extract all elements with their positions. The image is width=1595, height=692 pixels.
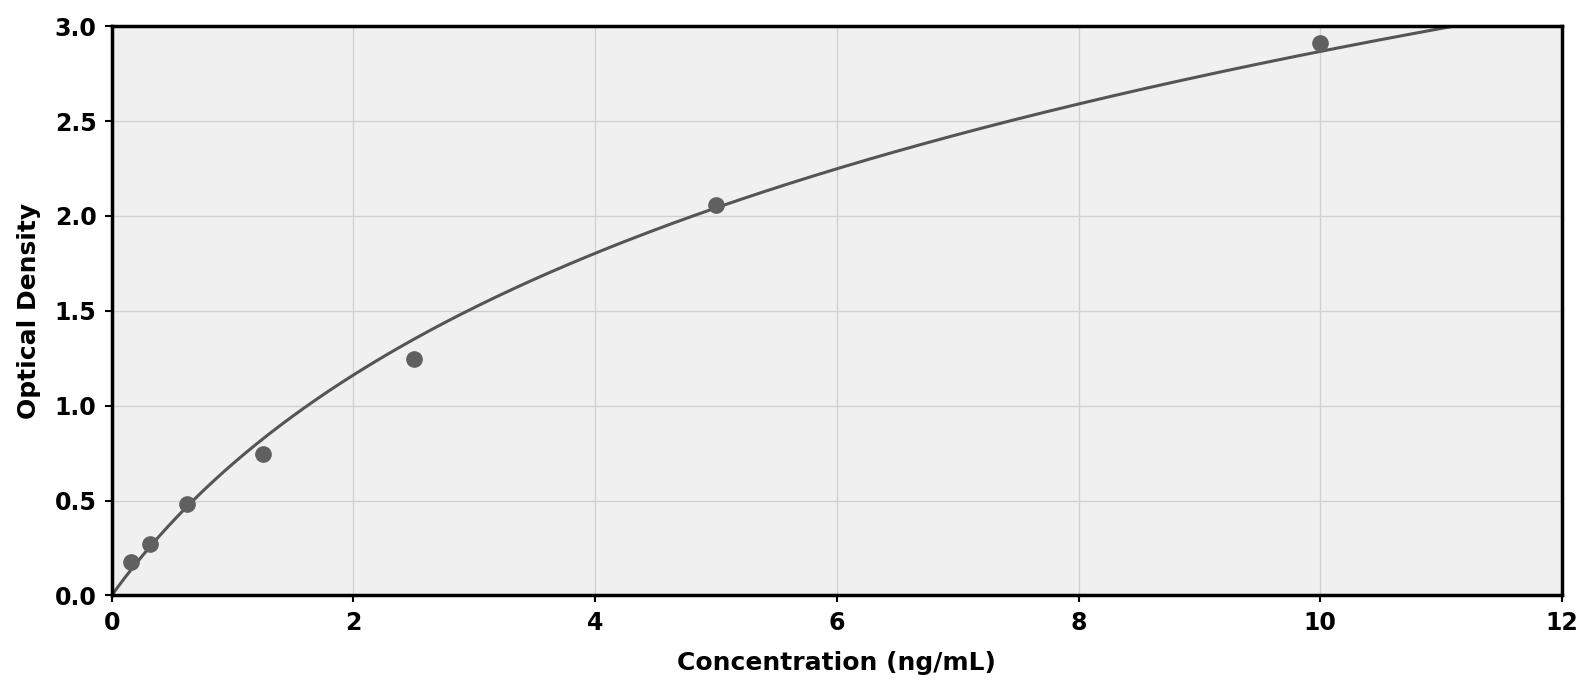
Point <box>118 556 144 567</box>
Point <box>137 538 163 549</box>
X-axis label: Concentration (ng/mL): Concentration (ng/mL) <box>678 651 997 675</box>
Point <box>703 200 729 211</box>
Point <box>400 354 426 365</box>
Point <box>250 448 276 459</box>
Y-axis label: Optical Density: Optical Density <box>16 203 40 419</box>
Point <box>174 498 199 509</box>
Point <box>1308 37 1333 48</box>
